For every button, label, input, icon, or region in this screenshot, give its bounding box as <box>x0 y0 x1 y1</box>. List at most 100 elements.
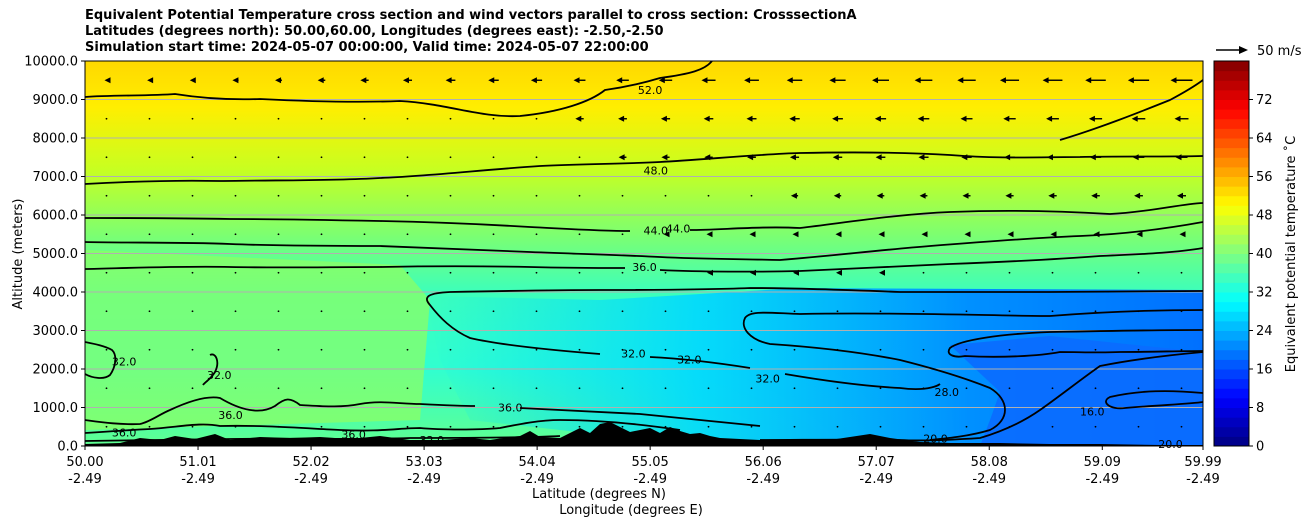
colorbar-segment <box>1214 263 1249 274</box>
wind-vector-calm <box>750 387 753 390</box>
wind-vector-calm <box>707 348 710 351</box>
wind-vector-calm <box>277 194 280 197</box>
contour-label: 32.0 <box>677 353 702 366</box>
wind-vector-calm <box>793 310 796 313</box>
contour-48 <box>85 151 1203 185</box>
x-tick-label-lon: -2.49 <box>859 472 893 487</box>
wind-vector-head <box>1085 77 1092 84</box>
wind-vector-head <box>1088 115 1095 122</box>
colorbar-segment <box>1214 349 1249 360</box>
wind-vector-head <box>749 231 756 238</box>
contour-label: 48.0 <box>644 165 669 178</box>
wind-vector-head <box>789 154 796 161</box>
wind-vector-head <box>875 154 882 161</box>
wind-vector-calm <box>707 194 710 197</box>
wind-vector-calm <box>578 271 581 274</box>
colorbar-segment <box>1214 215 1249 226</box>
wind-vector-calm <box>621 387 624 390</box>
wind-vector-head <box>618 154 625 161</box>
colorbar-segment <box>1214 128 1249 139</box>
wind-vector-calm <box>449 348 452 351</box>
wind-vector-calm <box>320 117 323 120</box>
wind-vector-calm <box>922 310 925 313</box>
wind-vector-calm <box>277 233 280 236</box>
wind-vector-calm <box>148 387 151 390</box>
wind-vector-calm <box>320 387 323 390</box>
wind-vector-calm <box>449 233 452 236</box>
wind-vector-head <box>1004 154 1011 161</box>
colorbar-segment <box>1214 70 1249 81</box>
wind-vector-calm <box>406 425 409 428</box>
contour-label: 44.0 <box>644 224 669 237</box>
wind-vector-calm <box>320 348 323 351</box>
colorbar-label: Equivalent potential temperature ˚C <box>1283 136 1299 372</box>
colorbar-tick-label: 24 <box>1256 324 1273 339</box>
contour-32-left <box>85 341 117 379</box>
wind-vector-calm <box>750 194 753 197</box>
contour-low-wavy <box>85 419 681 434</box>
y-tick-label: 1000.0 <box>33 401 79 416</box>
wind-vector-calm <box>277 117 280 120</box>
colorbar-segment <box>1214 426 1249 437</box>
colorbar-segment <box>1214 157 1249 168</box>
wind-vector-calm <box>664 271 667 274</box>
wind-vector-head <box>879 269 885 276</box>
colorbar-segment <box>1214 388 1249 399</box>
ylabel: Altitude (meters) <box>11 199 26 310</box>
colorbar-segment <box>1214 282 1249 293</box>
wind-vector-calm <box>363 117 366 120</box>
wind-vector-head <box>960 115 967 122</box>
wind-vector-head <box>962 192 969 199</box>
x-tick-label-lon: -2.49 <box>294 472 328 487</box>
wind-vector-calm <box>1008 387 1011 390</box>
x-tick-label-lat: 59.99 <box>1184 455 1221 470</box>
wind-vector-calm <box>277 425 280 428</box>
wind-vector-calm <box>191 117 194 120</box>
wind-vector-head <box>1003 115 1010 122</box>
wind-vector-calm <box>449 310 452 313</box>
wind-vector-calm <box>922 425 925 428</box>
title-line-2: Latitudes (degrees north): 50.00,60.00, … <box>85 24 664 39</box>
colorbar-segment <box>1214 397 1249 408</box>
wind-vector-head <box>1048 192 1055 199</box>
wind-vector-calm <box>793 387 796 390</box>
wind-vector-calm <box>535 348 538 351</box>
wind-vector-head <box>786 77 793 84</box>
wind-vector-calm <box>1094 271 1097 274</box>
wind-vector-calm <box>707 310 710 313</box>
contour-label: 16.0 <box>1080 405 1105 418</box>
wind-vector-calm <box>105 156 108 159</box>
colorbar-segment <box>1214 407 1249 418</box>
wind-vector-calm <box>234 271 237 274</box>
wind-vector-calm <box>492 233 495 236</box>
wind-vector-calm <box>363 310 366 313</box>
wind-vector-calm <box>191 271 194 274</box>
x-tick-label-lat: 50.00 <box>66 455 103 470</box>
wind-vector-calm <box>664 310 667 313</box>
wind-vector-calm <box>148 271 151 274</box>
colorbar-tick-label: 40 <box>1256 247 1273 262</box>
wind-vector-calm <box>1008 271 1011 274</box>
contour-label: 20.0 <box>923 432 948 445</box>
colorbar-segment <box>1214 61 1249 72</box>
colorbar-tick-label: 64 <box>1256 132 1273 147</box>
wind-vector-calm <box>363 233 366 236</box>
wind-vector-calm <box>664 387 667 390</box>
wind-vector-calm <box>1008 348 1011 351</box>
wind-vector-calm <box>535 233 538 236</box>
x-tick-label-lat: 55.05 <box>632 455 669 470</box>
wind-vector-head <box>530 77 537 84</box>
wind-vector-head <box>792 231 799 238</box>
wind-vector-calm <box>363 194 366 197</box>
wind-vector-calm <box>449 194 452 197</box>
colorbar-segment <box>1214 147 1249 158</box>
wind-vector-calm <box>320 271 323 274</box>
x-tick-label-lat: 56.06 <box>745 455 782 470</box>
wind-vector-calm <box>1051 271 1054 274</box>
wind-vector-head <box>1131 115 1138 122</box>
wind-vector-calm <box>449 117 452 120</box>
wind-vector-head <box>833 192 840 199</box>
wind-vector-calm <box>1180 271 1183 274</box>
colorbar-segment <box>1214 224 1249 235</box>
contour-label: 36.0 <box>498 402 523 415</box>
